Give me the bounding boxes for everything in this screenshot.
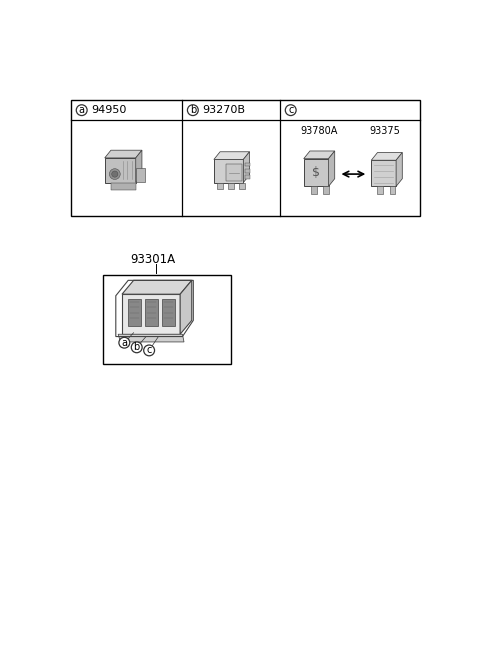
Bar bbox=[239, 183, 245, 189]
Circle shape bbox=[76, 105, 87, 115]
Bar bbox=[111, 183, 136, 190]
Polygon shape bbox=[328, 151, 335, 187]
Circle shape bbox=[132, 342, 142, 353]
Bar bbox=[304, 159, 328, 187]
Bar bbox=[245, 162, 250, 166]
Circle shape bbox=[187, 105, 198, 115]
Bar bbox=[245, 175, 250, 179]
Bar bbox=[282, 159, 286, 170]
Bar bbox=[290, 153, 324, 163]
Bar bbox=[145, 299, 157, 326]
Bar bbox=[372, 160, 396, 187]
Polygon shape bbox=[339, 152, 365, 177]
Text: 93270B: 93270B bbox=[202, 105, 245, 115]
Bar bbox=[105, 158, 136, 183]
Polygon shape bbox=[372, 153, 402, 160]
Bar bbox=[226, 164, 242, 181]
Bar bbox=[271, 159, 275, 170]
Bar bbox=[103, 275, 230, 364]
Polygon shape bbox=[396, 153, 402, 187]
Bar bbox=[128, 299, 141, 326]
Polygon shape bbox=[304, 151, 335, 159]
Text: 93301A: 93301A bbox=[131, 253, 176, 266]
Polygon shape bbox=[214, 152, 250, 159]
Text: b: b bbox=[133, 343, 140, 352]
Bar bbox=[162, 299, 175, 326]
Polygon shape bbox=[227, 109, 393, 190]
Bar bbox=[136, 168, 145, 182]
Bar bbox=[71, 100, 420, 215]
Circle shape bbox=[363, 145, 382, 163]
Circle shape bbox=[239, 146, 261, 168]
Polygon shape bbox=[238, 117, 382, 180]
Polygon shape bbox=[122, 280, 192, 294]
Bar bbox=[217, 183, 223, 189]
Circle shape bbox=[285, 105, 296, 115]
Text: 94950: 94950 bbox=[91, 105, 126, 115]
Text: c: c bbox=[288, 105, 293, 115]
Bar bbox=[390, 187, 396, 194]
Text: 93780A: 93780A bbox=[300, 126, 338, 136]
Text: a: a bbox=[79, 105, 84, 115]
Bar bbox=[228, 183, 234, 189]
Bar bbox=[312, 187, 317, 194]
Text: 93375: 93375 bbox=[370, 126, 401, 136]
Text: c: c bbox=[146, 345, 152, 356]
Text: b: b bbox=[190, 105, 196, 115]
Bar bbox=[276, 159, 280, 170]
Bar bbox=[122, 294, 180, 334]
Polygon shape bbox=[118, 334, 184, 342]
Polygon shape bbox=[243, 152, 250, 183]
Polygon shape bbox=[238, 139, 267, 170]
Polygon shape bbox=[288, 152, 326, 179]
Polygon shape bbox=[180, 280, 192, 334]
Circle shape bbox=[244, 151, 256, 163]
Circle shape bbox=[119, 337, 130, 348]
Bar bbox=[290, 165, 324, 175]
Text: a: a bbox=[121, 338, 127, 348]
Polygon shape bbox=[136, 150, 142, 183]
Polygon shape bbox=[105, 150, 142, 158]
Circle shape bbox=[144, 345, 155, 356]
Bar bbox=[245, 169, 250, 172]
Polygon shape bbox=[269, 157, 288, 177]
Circle shape bbox=[112, 171, 118, 177]
Circle shape bbox=[109, 169, 120, 179]
Text: $: $ bbox=[312, 166, 320, 179]
Bar bbox=[214, 159, 243, 183]
Bar bbox=[377, 187, 383, 194]
Bar bbox=[323, 187, 328, 194]
